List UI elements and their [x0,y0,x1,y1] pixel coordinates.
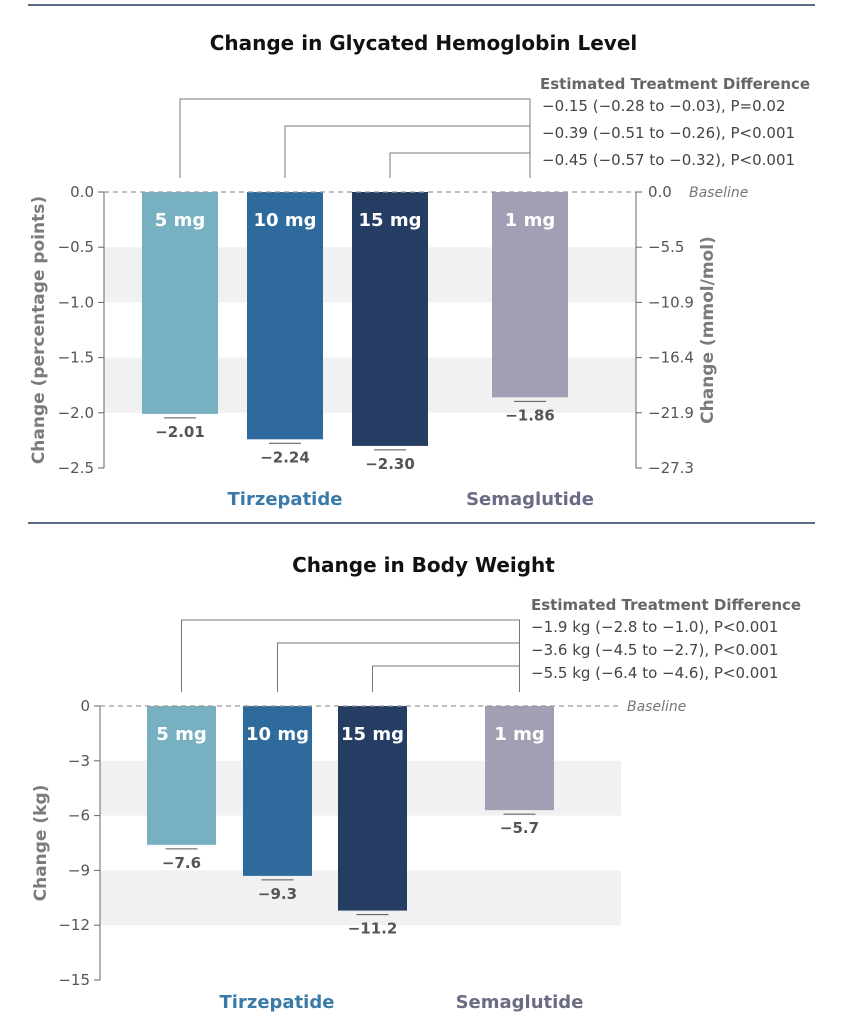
y2-tick-label: −21.9 [648,404,694,422]
bar-dose-label: 5 mg [155,210,205,231]
bar-dose-label: 10 mg [254,210,317,231]
etd-bracket [277,642,520,692]
bar-dose-label: 15 mg [341,724,404,745]
bar-value-label: −2.01 [155,423,205,441]
bar-value-label: −11.2 [348,920,398,938]
etd-bracket [179,98,531,178]
y-tick-label: −2.0 [58,404,94,422]
y2-tick-label: −27.3 [648,459,694,477]
y2-tick-label: −10.9 [648,293,694,311]
y-tick-label: −0.5 [58,238,94,256]
section-divider [28,522,815,524]
bar [147,706,216,845]
y2-tick-label: −16.4 [648,349,694,367]
bar-dose-label: 1 mg [505,210,555,231]
bar [492,192,568,398]
baseline-label: Baseline [627,699,686,715]
bar [247,192,323,440]
etd-row: −0.39 (−0.51 to −0.26), P<0.001 [542,124,795,142]
bar [142,192,218,414]
bar [485,706,554,811]
y-tick-label: −15 [58,971,90,989]
etd-bracket [389,152,531,178]
y2-tick-label: −5.5 [648,238,684,256]
etd-row: −1.9 kg (−2.8 to −1.0), P<0.001 [531,618,778,636]
bar-value-label: −9.3 [258,885,297,903]
hba1c-chart: 0.0 −0.5 −1.0 −1.5 −2.0 −2.5 Change (percentag… [29,75,810,510]
bar-dose-label: 10 mg [246,724,309,745]
y-tick-label: 0 [80,697,90,715]
y-axis-title: Change (percentage points) [29,196,49,464]
bar-dose-label: 1 mg [494,724,544,745]
etd-row: −5.5 kg (−6.4 to −4.6), P<0.001 [531,664,778,682]
group-label-tirzepatide: Tirzepatide [220,992,335,1013]
y-tick-label: −12 [58,916,90,934]
bar [338,706,407,911]
chart-title-body-weight: Change in Body Weight [292,553,555,577]
y-tick-label: −1.5 [58,349,94,367]
group-label-semaglutide: Semaglutide [456,992,584,1013]
bar-value-label: −2.30 [365,455,415,473]
chart-title-hba1c: Change in Glycated Hemoglobin Level [209,31,638,55]
etd-bracket [181,619,520,692]
etd-row: −3.6 kg (−4.5 to −2.7), P<0.001 [531,641,778,659]
etd-row: −0.15 (−0.28 to −0.03), P=0.02 [542,97,786,115]
y-tick-label: −1.0 [58,293,94,311]
y-tick-label: −2.5 [58,459,94,477]
body-weight-chart: 0 −3 −6 −9 −12 −15 Change (kg) 5 mg −7.6 10 mg −9.… [31,596,801,1013]
y-tick-label: −6 [68,807,90,825]
y-tick-label: 0.0 [70,183,94,201]
etd-bracket [372,665,520,692]
etd-row: −0.45 (−0.57 to −0.32), P<0.001 [542,151,795,169]
bar [243,706,312,876]
etd-bracket [284,125,531,178]
etd-heading: Estimated Treatment Difference [531,596,801,614]
bar-value-label: −1.86 [505,406,555,424]
y-tick-label: −9 [68,861,90,879]
bar-dose-label: 5 mg [156,724,206,745]
bar-value-label: −5.7 [500,819,539,837]
y-tick-label: −3 [68,752,90,770]
etd-heading: Estimated Treatment Difference [540,75,810,93]
group-label-tirzepatide: Tirzepatide [228,489,343,510]
y-axis-title: Change (kg) [31,785,51,902]
bar [352,192,428,446]
group-label-semaglutide: Semaglutide [466,489,594,510]
baseline-label: Baseline [689,185,748,201]
y2-tick-label: 0.0 [648,183,672,201]
bar-dose-label: 15 mg [359,210,422,231]
bar-value-label: −2.24 [260,448,310,466]
y2-axis-title: Change (mmol/mol) [698,236,718,424]
top-rule [28,4,815,6]
bar-value-label: −7.6 [162,854,201,872]
